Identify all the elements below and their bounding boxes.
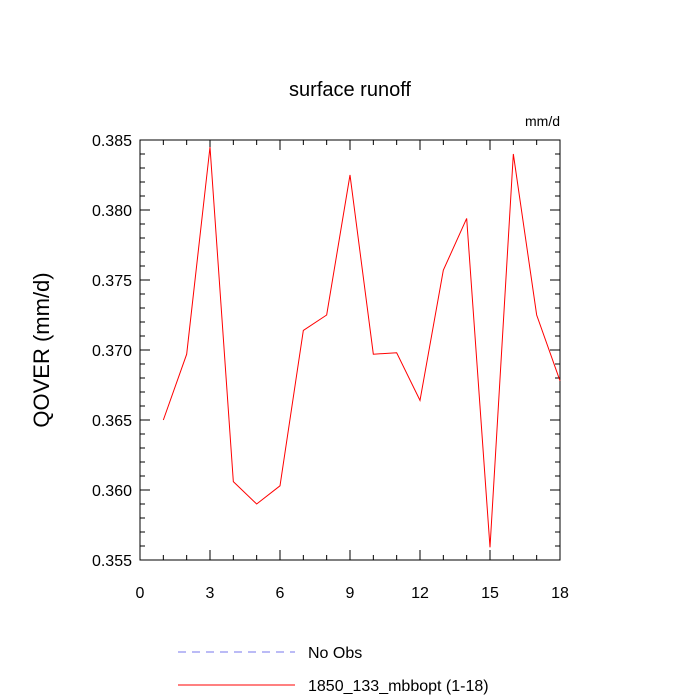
legend-label-no-obs: No Obs xyxy=(308,645,362,662)
y-tick-label: 0.370 xyxy=(92,343,132,360)
series-line-1 xyxy=(162,146,561,548)
y-tick-label: 0.375 xyxy=(92,273,132,290)
x-tick-label: 9 xyxy=(346,585,355,602)
y-tick-label: 0.385 xyxy=(92,133,132,150)
x-tick-label: 0 xyxy=(136,585,145,602)
legend-label-model: 1850_133_mbbopt (1-18) xyxy=(308,678,489,695)
chart-title: surface runoff xyxy=(289,79,411,101)
plot-frame xyxy=(139,139,561,561)
x-tick-label: 15 xyxy=(481,585,499,602)
tick-labels: 0 3 6 9 12 15 18 0.355 0.360 0.365 0.370 0.375 0.380… xyxy=(92,133,569,602)
y-axis-label: QOVER (mm/d) xyxy=(29,272,54,427)
units-label: mm/d xyxy=(525,113,560,129)
x-tick-label: 3 xyxy=(206,585,215,602)
x-tick-label: 12 xyxy=(411,585,429,602)
y-tick-label: 0.365 xyxy=(92,413,132,430)
y-tick-label: 0.355 xyxy=(92,553,132,570)
series-lines xyxy=(162,146,561,548)
y-tick-label: 0.360 xyxy=(92,483,132,500)
y-tick-label: 0.380 xyxy=(92,203,132,220)
x-tick-label: 18 xyxy=(551,585,569,602)
x-tick-label: 6 xyxy=(276,585,285,602)
axis-ticks xyxy=(139,139,561,561)
legend: No Obs 1850_133_mbbopt (1-18) xyxy=(178,645,489,695)
